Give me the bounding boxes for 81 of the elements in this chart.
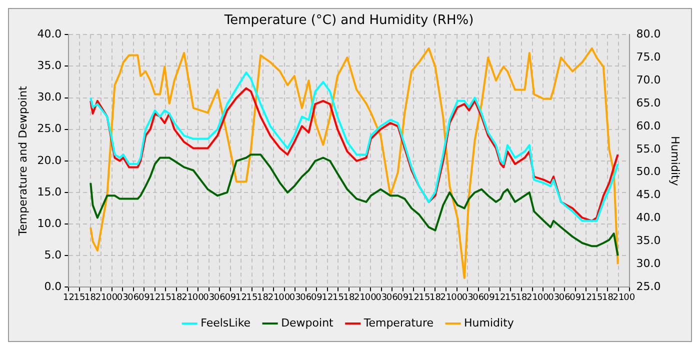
x-tick-label: 03 <box>116 292 128 303</box>
y-tick-label: 40.0 <box>37 27 62 40</box>
x-tick-label: 21 <box>526 292 538 303</box>
x-tick-label: 15 <box>160 292 172 303</box>
y2-tick-label: 25.0 <box>636 280 661 294</box>
y-tick-label: 30.0 <box>37 90 62 104</box>
x-tick-label: 06 <box>300 292 312 303</box>
x-tick-label: 12 <box>62 292 74 303</box>
x-tick-label: 09 <box>397 292 409 303</box>
x-tick-label: 12 <box>580 292 592 303</box>
x-tick-label: 21 <box>182 292 194 303</box>
x-tick-label: 18 <box>170 292 182 303</box>
y-tick-label: 15.0 <box>37 185 62 198</box>
x-tick-label: 12 <box>235 292 247 303</box>
x-tick-label: 00 <box>451 292 463 303</box>
x-tick-label: 18 <box>257 292 269 303</box>
x-tick-label: 21 <box>354 292 366 303</box>
x-tick-label: 00 <box>624 292 636 303</box>
x-tick-label: 09 <box>570 292 582 303</box>
x-tick-label: 12 <box>494 292 506 303</box>
x-tick-label: 21 <box>95 292 107 303</box>
x-tick-label: 21 <box>440 292 452 303</box>
x-tick-label: 06 <box>214 292 226 303</box>
x-tick-label: 15 <box>504 292 516 303</box>
x-tick-label: 12 <box>408 292 420 303</box>
x-tick-label: 15 <box>418 292 430 303</box>
legend-label: FeelsLike <box>200 316 251 330</box>
x-tick-label: 12 <box>322 292 334 303</box>
x-tick-label: 06 <box>128 292 140 303</box>
x-tick-label: 18 <box>84 292 96 303</box>
y2-tick-label: 35.0 <box>636 234 661 248</box>
y2-tick-label: 60.0 <box>636 119 661 132</box>
x-tick-label: 06 <box>472 292 484 303</box>
x-tick-label: 21 <box>612 292 624 303</box>
y-tick-label: 20.0 <box>37 154 62 167</box>
x-tick-label: 06 <box>386 292 398 303</box>
y-tick-label: 0.0 <box>44 280 62 294</box>
y2-tick-label: 40.0 <box>636 211 661 224</box>
x-tick-label: 09 <box>224 292 236 303</box>
y2-tick-label: 30.0 <box>636 257 661 270</box>
x-tick-label: 00 <box>278 292 290 303</box>
x-tick-label: 09 <box>138 292 150 303</box>
x-tick-label: 18 <box>516 292 528 303</box>
x-tick-label: 03 <box>289 292 301 303</box>
x-tick-label: 00 <box>106 292 118 303</box>
x-tick-label: 15 <box>591 292 603 303</box>
y2-axis-title: Humidity <box>668 136 682 186</box>
legend-label: Humidity <box>464 316 514 330</box>
y2-tick-label: 65.0 <box>636 96 661 110</box>
x-tick-label: 00 <box>537 292 550 303</box>
y-tick-label: 10.0 <box>37 216 62 230</box>
y-axis-title: Temperature and Dewpoint <box>16 85 30 237</box>
y-tick-label: 25.0 <box>37 122 62 136</box>
x-tick-label: 03 <box>376 292 388 303</box>
chart-title: Temperature (°C) and Humidity (RH%) <box>223 13 474 28</box>
x-tick-label: 00 <box>364 292 377 303</box>
x-tick-label: 09 <box>310 292 323 303</box>
y2-tick-label: 75.0 <box>636 50 661 64</box>
x-tick-label: 15 <box>74 292 86 303</box>
x-tick-label: 21 <box>268 292 280 303</box>
y-tick-label: 35.0 <box>37 59 62 72</box>
y2-tick-label: 45.0 <box>636 188 661 202</box>
x-tick-label: 18 <box>602 292 614 303</box>
x-tick-label: 03 <box>462 292 474 303</box>
x-tick-label: 06 <box>558 292 571 303</box>
legend-label: Dewpoint <box>281 316 334 330</box>
x-tick-label: 12 <box>149 292 161 303</box>
y2-tick-label: 55.0 <box>636 142 661 156</box>
x-tick-label: 18 <box>343 292 355 303</box>
y-tick-label: 5.0 <box>44 248 62 262</box>
y2-tick-label: 80.0 <box>636 27 661 40</box>
legend-label: Temperature <box>362 316 434 330</box>
x-tick-label: 15 <box>332 292 344 303</box>
x-tick-label: 03 <box>203 292 215 303</box>
y2-tick-label: 70.0 <box>636 73 661 86</box>
x-tick-label: 03 <box>548 292 560 303</box>
x-tick-label: 09 <box>483 292 496 303</box>
x-tick-label: 15 <box>246 292 258 303</box>
x-tick-label: 00 <box>192 292 204 303</box>
x-tick-label: 18 <box>430 292 442 303</box>
y2-tick-label: 50.0 <box>636 165 661 178</box>
